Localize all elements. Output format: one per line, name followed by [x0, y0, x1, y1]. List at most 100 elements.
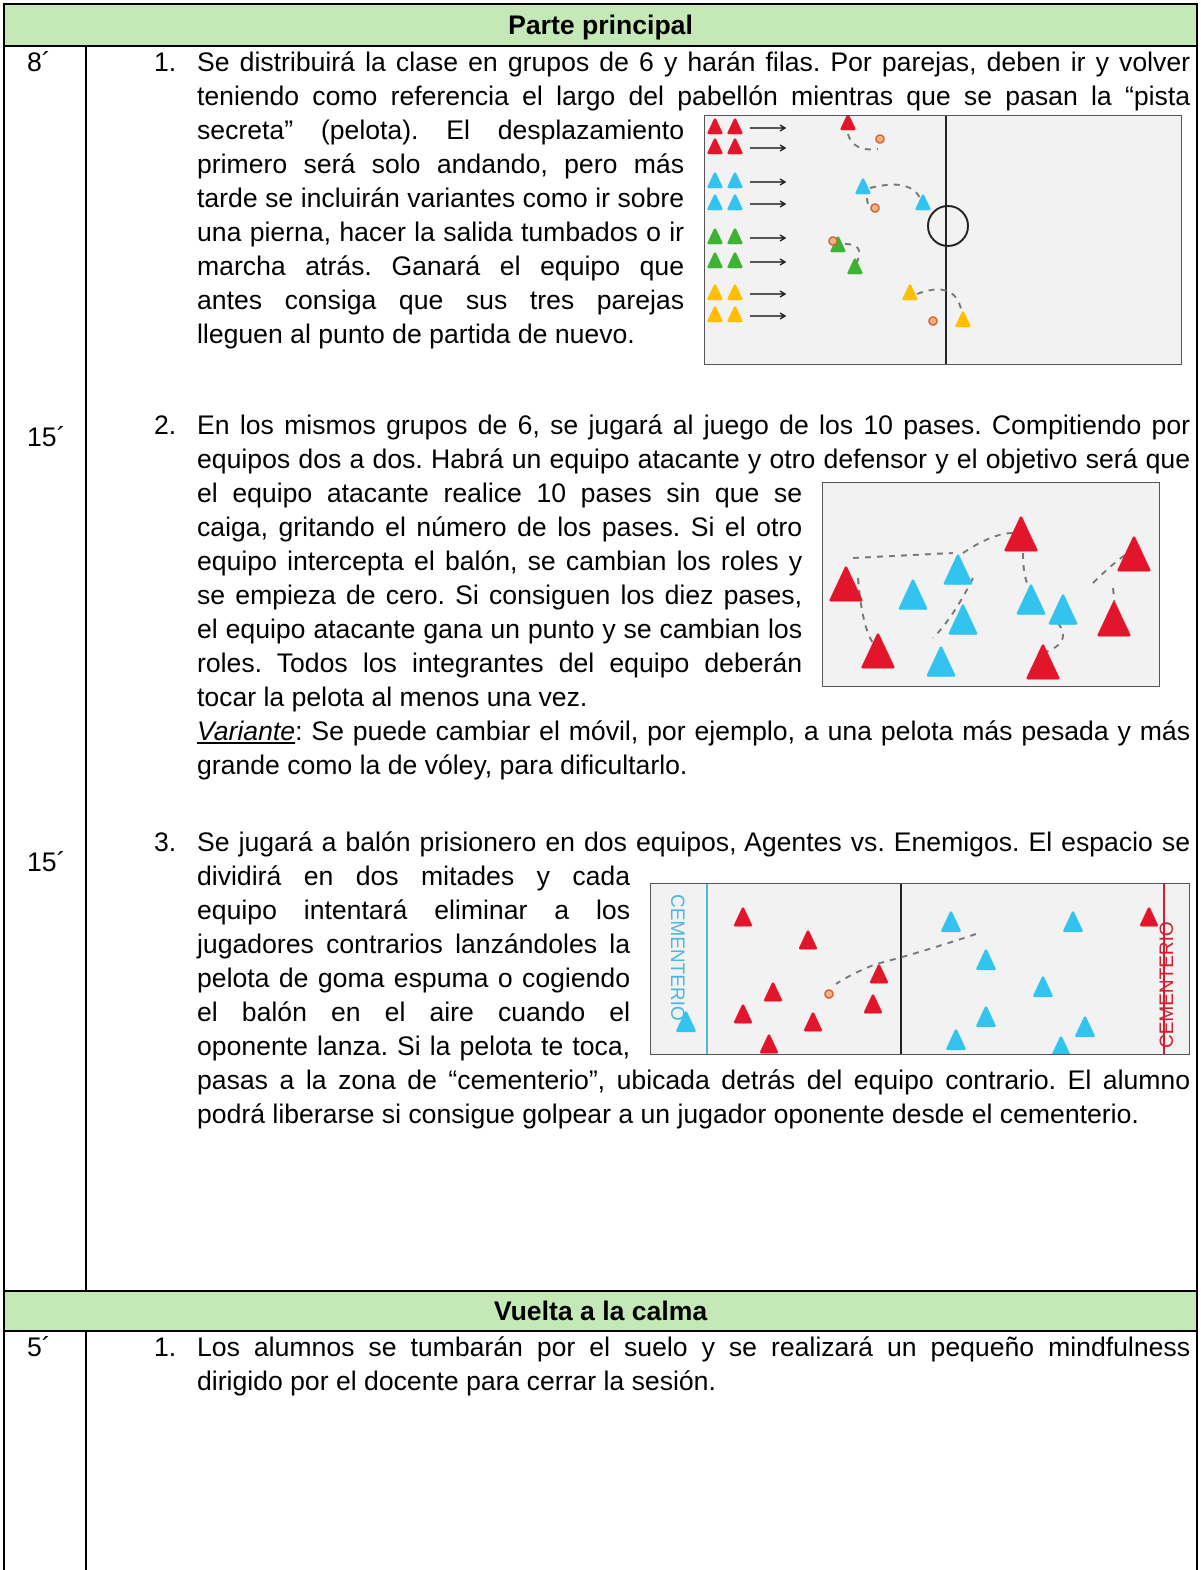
player: [804, 1012, 822, 1032]
pass-path: [852, 552, 954, 559]
player: [855, 178, 871, 195]
activity-text: Los alumnos se tumbarán por el suelo y s…: [197, 1332, 1190, 1396]
player: [727, 194, 743, 211]
ball: [870, 203, 880, 213]
player: [1026, 644, 1060, 680]
player: [1117, 536, 1151, 572]
time: 5´: [27, 1332, 51, 1362]
player: [955, 311, 971, 328]
player: [946, 1029, 966, 1051]
player: [707, 252, 723, 269]
activity: 15´ 2. En los mismos grupos de 6, se jug…: [27, 408, 1190, 782]
activity: 5´ 1. Los alumnos se tumbarán por el sue…: [27, 1330, 1190, 1398]
player: [847, 258, 863, 275]
item-number: 2.: [154, 410, 177, 440]
player: [864, 994, 882, 1014]
time: 8´: [27, 47, 51, 77]
player: [707, 306, 723, 323]
player: [727, 138, 743, 155]
activity-text: En los mismos grupos de 6, se jugará al …: [197, 410, 1190, 712]
player: [1140, 907, 1158, 927]
player: [943, 554, 973, 585]
player: [1063, 911, 1083, 933]
player: [734, 1004, 752, 1024]
ball: [828, 236, 838, 246]
player: [760, 1034, 778, 1054]
time: 15´: [27, 847, 66, 877]
player: [707, 118, 723, 135]
player: [1097, 601, 1131, 637]
player: [915, 194, 931, 211]
pass-path: [932, 577, 974, 639]
pass-path: [1092, 552, 1129, 584]
section-header: Vuelta a la calma: [3, 1290, 1198, 1332]
variant-label: Variante: [197, 716, 296, 746]
player: [1016, 584, 1046, 615]
player: [707, 194, 723, 211]
player: [1075, 1016, 1095, 1038]
player: [707, 172, 723, 189]
item-number: 1.: [154, 47, 177, 77]
player: [976, 949, 996, 971]
pass-path: [1042, 622, 1064, 654]
center-circle: [927, 205, 969, 247]
player: [948, 604, 978, 635]
arrow: [750, 178, 787, 186]
pass-path: [844, 243, 861, 263]
section-header: Parte principal: [3, 3, 1198, 47]
column-divider: [85, 1330, 87, 1570]
player: [727, 306, 743, 323]
player: [898, 579, 928, 610]
player: [1004, 516, 1038, 552]
player: [707, 228, 723, 245]
sketch: CEMENTERIO CEMENTERIO: [650, 883, 1190, 1055]
arrow: [750, 234, 787, 242]
player: [1048, 594, 1078, 625]
sketch-label: CEMENTERIO: [666, 894, 687, 1021]
pass-path: [869, 183, 921, 199]
sketch-label: CEMENTERIO: [1157, 921, 1178, 1048]
player: [707, 138, 723, 155]
variant: Variante: Se puede cambiar el móvil, por…: [197, 714, 1190, 782]
column-divider: [85, 45, 87, 1292]
pass-path: [847, 133, 879, 151]
ball: [875, 134, 885, 144]
player: [727, 252, 743, 269]
player: [840, 116, 856, 131]
section-body: 8´ 1. Se distribuirá la clase en grupos …: [3, 45, 1198, 1292]
section-body: 5´ 1. Los alumnos se tumbarán por el sue…: [3, 1330, 1198, 1570]
ball: [824, 989, 834, 999]
pass-path: [962, 532, 1014, 554]
pass-path: [835, 933, 977, 985]
player: [734, 907, 752, 927]
player: [676, 1011, 696, 1033]
ball: [928, 316, 938, 326]
arrow: [750, 258, 787, 266]
activity: 8´ 1. Se distribuirá la clase en grupos …: [27, 45, 1190, 365]
sketch: [822, 482, 1160, 687]
player: [799, 930, 817, 950]
activity-text: Se distribuirá la clase en grupos de 6 y…: [197, 47, 1190, 349]
arrow: [750, 124, 787, 132]
player: [941, 911, 961, 933]
time: 15´: [27, 422, 66, 452]
player: [976, 1006, 996, 1028]
item-number: 3.: [154, 827, 177, 857]
player: [727, 118, 743, 135]
player: [707, 284, 723, 301]
player: [727, 172, 743, 189]
arrow: [750, 312, 787, 320]
arrow: [750, 200, 787, 208]
player: [727, 284, 743, 301]
player: [727, 228, 743, 245]
player: [926, 646, 956, 677]
arrow: [750, 144, 787, 152]
player: [870, 964, 888, 984]
player: [1051, 1036, 1071, 1054]
activity-text: Se jugará a balón prisionero en dos equi…: [197, 827, 1190, 1129]
player: [861, 633, 895, 669]
player: [902, 284, 918, 301]
item-number: 1.: [154, 1332, 177, 1362]
player: [764, 982, 782, 1002]
